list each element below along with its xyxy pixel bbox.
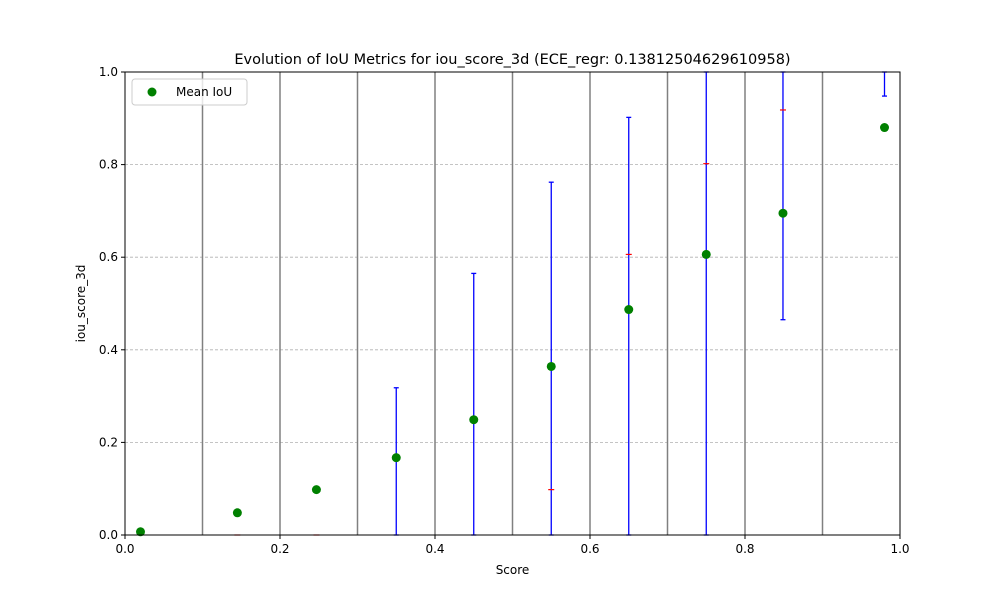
x-tick-label: 0.6 — [580, 542, 599, 556]
x-tick-label: 0.0 — [115, 542, 134, 556]
x-tick-label: 1.0 — [890, 542, 909, 556]
mean-iou-point — [136, 527, 145, 537]
y-tick-label: 0.8 — [99, 158, 118, 172]
mean-iou-points — [136, 123, 889, 537]
y-tick-label: 0.0 — [99, 528, 118, 542]
y-tick-label: 1.0 — [99, 65, 118, 79]
x-tick-label: 0.2 — [270, 542, 289, 556]
mean-iou-point — [624, 305, 634, 315]
x-tick-label: 0.8 — [735, 542, 754, 556]
x-axis-label: Score — [496, 563, 530, 577]
y-tick-label: 0.6 — [99, 250, 118, 264]
legend-marker — [147, 87, 157, 97]
mean-iou-point — [391, 453, 401, 463]
legend-label: Mean IoU — [176, 85, 232, 99]
mean-iou-point — [880, 123, 889, 133]
ticks: 0.0 0.2 0.4 0.6 0.8 1.0 0.0 0.2 0.4 0.6 0.8 1.0 — [99, 65, 910, 556]
mean-iou-point — [546, 361, 556, 371]
legend-box — [131, 78, 248, 106]
bin-lines — [201, 72, 824, 535]
legend: Mean IoU — [131, 78, 248, 106]
mean-iou-point — [311, 485, 321, 495]
axes-frame — [124, 71, 901, 536]
red-markers — [234, 109, 786, 536]
mean-iou-point — [701, 249, 711, 259]
mean-iou-point — [232, 508, 242, 518]
x-tick-label: 0.4 — [425, 542, 444, 556]
y-tick-label: 0.2 — [99, 435, 118, 449]
axes — [124, 71, 901, 536]
chart-title: Evolution of IoU Metrics for iou_score_3… — [234, 52, 790, 68]
mean-iou-point — [469, 415, 479, 425]
y-tick-label: 0.4 — [99, 343, 118, 357]
mean-iou-point — [778, 208, 788, 218]
error-bars — [393, 71, 887, 536]
y-axis-label: iou_score_3d — [74, 265, 88, 343]
